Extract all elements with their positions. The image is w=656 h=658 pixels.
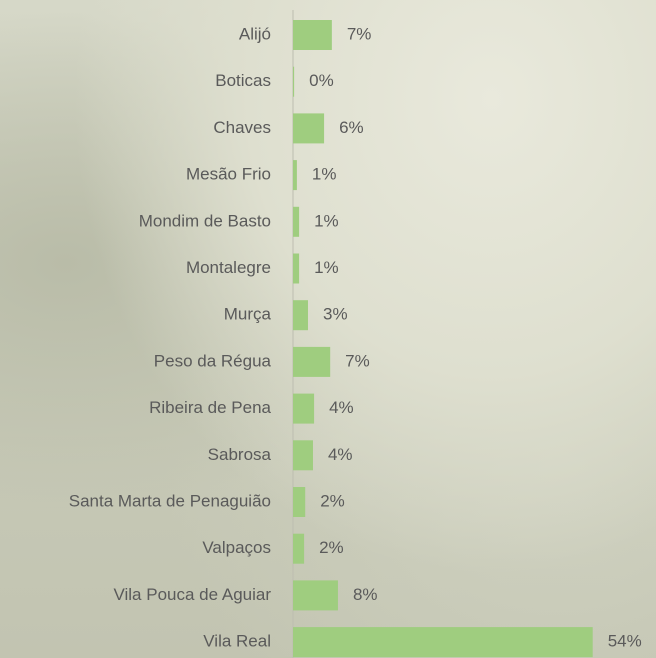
category-label: Murça: [224, 305, 272, 324]
bar: [293, 627, 593, 657]
category-label: Montalegre: [186, 258, 271, 277]
chart: Alijó 7% Boticas 0% Chaves 6% Mesão Frio 1% Mond…: [0, 0, 656, 658]
category-label: Ribeira de Pena: [149, 398, 271, 417]
value-label: 0%: [309, 71, 334, 90]
value-label: 4%: [328, 445, 353, 464]
value-label: 2%: [319, 538, 344, 557]
value-label: 1%: [314, 211, 339, 230]
value-label: 8%: [353, 585, 378, 604]
bar: [293, 67, 294, 97]
category-label: Alijó: [239, 24, 271, 43]
bar: [293, 440, 313, 470]
bar: [293, 300, 308, 330]
value-label: 6%: [339, 118, 364, 137]
value-label: 54%: [608, 632, 642, 651]
category-label: Chaves: [213, 118, 271, 137]
page: Alijó 7% Boticas 0% Chaves 6% Mesão Frio 1% Mond…: [0, 0, 656, 658]
value-label: 7%: [347, 24, 372, 43]
category-label: Mondim de Basto: [139, 211, 271, 230]
value-label: 7%: [345, 351, 370, 370]
bar: [293, 113, 324, 143]
value-label: 2%: [320, 491, 345, 510]
category-label: Vila Real: [203, 632, 271, 651]
bar: [293, 580, 338, 610]
bar: [293, 160, 297, 190]
bar: [293, 487, 305, 517]
value-label: 3%: [323, 305, 348, 324]
value-label: 1%: [314, 258, 339, 277]
category-label: Boticas: [215, 71, 271, 90]
bar: [293, 534, 304, 564]
bar: [293, 347, 330, 377]
category-label: Valpaços: [202, 538, 271, 557]
category-label: Mesão Frio: [186, 165, 271, 184]
bar: [293, 254, 299, 284]
value-label: 4%: [329, 398, 354, 417]
bar: [293, 394, 314, 424]
bar: [293, 20, 332, 50]
bar: [293, 207, 299, 237]
value-label: 1%: [312, 165, 337, 184]
category-label: Santa Marta de Penaguião: [69, 491, 271, 510]
category-label: Vila Pouca de Aguiar: [113, 585, 271, 604]
category-label: Peso da Régua: [154, 351, 272, 370]
category-label: Sabrosa: [208, 445, 272, 464]
